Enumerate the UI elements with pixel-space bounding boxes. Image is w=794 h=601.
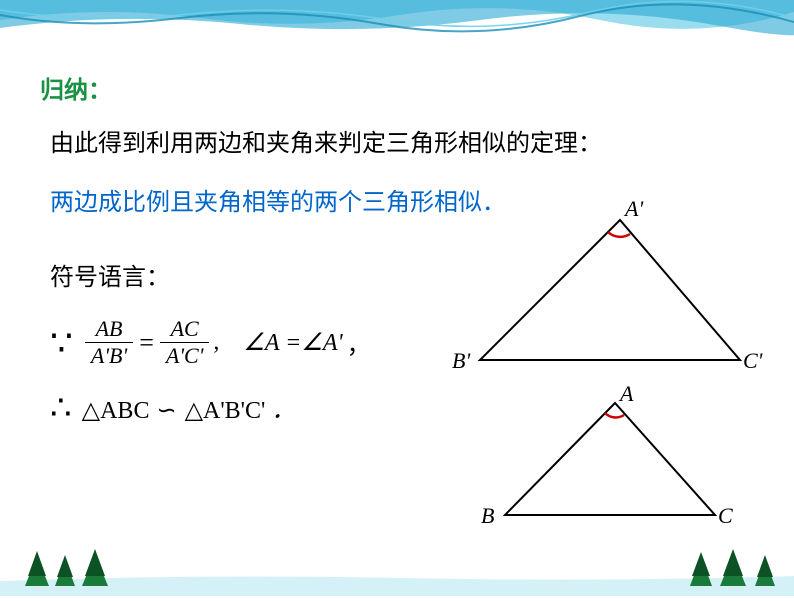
label-C: C: [718, 503, 733, 529]
therefore-symbol: ∴: [50, 388, 72, 428]
bottom-decoration: [0, 536, 794, 596]
because-symbol: ∵: [50, 322, 73, 364]
label-B-prime: B': [452, 348, 470, 374]
triangle-small: A B C: [485, 395, 735, 530]
fraction-2: AC A'C': [160, 316, 210, 370]
label-A: A: [620, 381, 633, 407]
angle-equality: ∠A =∠A': [243, 328, 342, 357]
heading: 归纳：: [40, 70, 760, 105]
triangle-large: A' B' C': [460, 210, 760, 380]
comma-1: ,: [213, 329, 219, 356]
intro-line: 由此得到利用两边和夹角来判定三角形相似的定理：: [50, 123, 760, 158]
fraction-1: AB A'B': [85, 316, 133, 370]
equals-sign: =: [139, 328, 154, 358]
label-C-prime: C': [743, 348, 762, 374]
label-A-prime: A': [625, 196, 643, 222]
comma-2: ，: [347, 325, 371, 360]
label-B: B: [481, 503, 494, 529]
top-wave-decoration: [0, 0, 794, 50]
conclusion-text: △ABC ∽ △A'B'C' ．: [82, 390, 296, 425]
